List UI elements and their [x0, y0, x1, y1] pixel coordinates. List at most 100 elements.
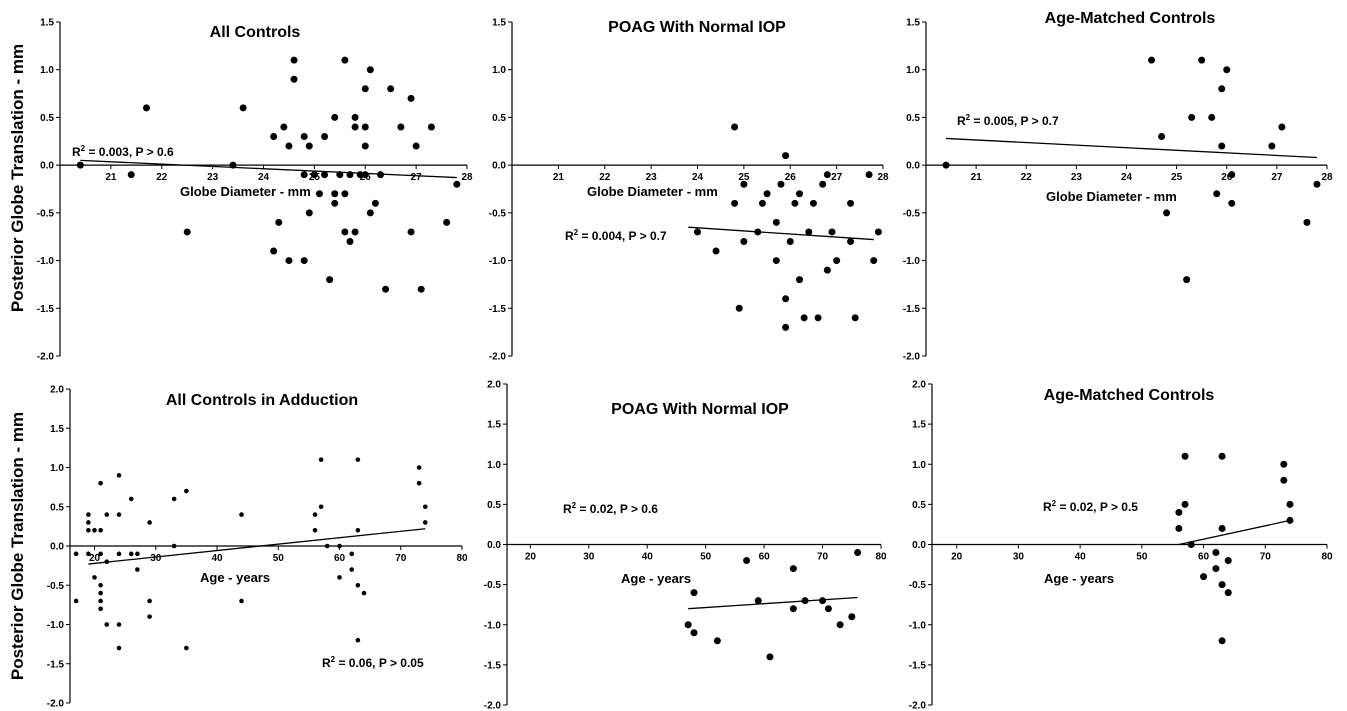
data-point: [135, 567, 140, 572]
x-tick-label: 30: [1013, 552, 1025, 563]
data-point: [874, 228, 882, 236]
x-tick-label: 30: [150, 553, 162, 564]
data-point: [366, 209, 374, 217]
x-tick-label: 26: [785, 172, 797, 183]
x-tick-label: 23: [207, 172, 219, 183]
data-point: [361, 85, 369, 93]
data-point: [1175, 508, 1183, 516]
data-point: [754, 228, 762, 236]
data-point: [1212, 565, 1220, 573]
data-point: [135, 551, 140, 557]
data-point: [341, 228, 349, 236]
y-tick-label: -2.0: [37, 352, 55, 363]
x-tick-label: 40: [211, 553, 223, 564]
data-point: [1280, 476, 1288, 484]
regression-line: [80, 159, 457, 179]
data-point: [86, 551, 91, 557]
data-point: [1218, 581, 1226, 589]
x-axis-label: Globe Diameter - mm: [587, 184, 718, 199]
data-point: [321, 133, 329, 141]
data-point: [104, 622, 110, 627]
x-tick-label: 50: [273, 553, 285, 564]
data-point: [740, 237, 748, 245]
data-point: [147, 614, 152, 619]
r-squared-annotation: R2 = 0.004, P > 0.7: [565, 228, 667, 243]
y-tick-label: -1.0: [47, 620, 65, 631]
y-tick-label: -2.0: [909, 701, 927, 711]
data-point: [171, 543, 177, 549]
data-point: [854, 549, 862, 557]
x-tick-label: 24: [258, 172, 270, 183]
y-tick-label: -1.0: [903, 256, 921, 267]
data-point: [407, 228, 415, 236]
panel-6: 2.0 1.5 1.0 0.5 0.0 -0.5 -1.0 -1.5 -2.0 20 30 40 50 6…: [909, 380, 1333, 711]
x-tick-label: 50: [700, 552, 712, 563]
data-point: [270, 247, 278, 255]
data-point: [870, 257, 878, 265]
data-point: [142, 104, 150, 112]
data-point: [1213, 190, 1221, 198]
data-point: [1268, 142, 1276, 150]
data-point: [290, 75, 298, 83]
data-point: [1148, 56, 1156, 64]
y-tick-label: 0.0: [912, 540, 926, 551]
data-point: [809, 199, 817, 207]
data-point: [1200, 573, 1208, 581]
data-point: [312, 512, 318, 517]
data-point: [754, 597, 762, 605]
x-tick-label: 60: [334, 553, 346, 564]
x-tick-label: 28: [877, 172, 889, 183]
x-tick-label: 22: [156, 172, 168, 183]
data-point: [116, 645, 122, 651]
data-point: [942, 161, 950, 169]
data-point: [791, 199, 799, 207]
data-point: [290, 56, 298, 64]
r-squared-annotation: R2 = 0.06, P > 0.05: [322, 655, 424, 670]
x-axis-label: Age - years: [621, 571, 691, 586]
data-point: [104, 512, 110, 517]
y-tick-label: 0.5: [492, 113, 506, 124]
y-tick-label: 1.5: [487, 420, 501, 431]
data-point: [422, 504, 428, 510]
data-point: [147, 598, 152, 604]
x-tick-label: 80: [456, 553, 468, 564]
regression-line: [88, 528, 426, 565]
data-point: [98, 606, 103, 612]
data-point: [239, 598, 244, 604]
data-point: [713, 637, 721, 645]
data-point: [847, 237, 855, 245]
data-point: [848, 613, 856, 621]
y-tick-label: 0.5: [487, 500, 501, 511]
x-tick-label: 20: [525, 552, 537, 563]
data-point: [361, 123, 369, 131]
data-point: [239, 512, 244, 517]
data-point: [1218, 524, 1226, 532]
data-point: [356, 171, 364, 179]
data-point: [371, 199, 379, 207]
data-point: [337, 575, 342, 580]
y-tick-label: -0.5: [37, 208, 55, 219]
data-point: [147, 520, 152, 525]
y-tick-label: 2.0: [912, 380, 926, 391]
regression-line: [688, 596, 858, 610]
x-tick-label: 80: [1321, 552, 1333, 563]
x-tick-label: 22: [599, 172, 611, 183]
data-point: [341, 56, 349, 64]
data-point: [116, 551, 122, 557]
data-point: [331, 199, 339, 207]
data-point: [127, 171, 135, 179]
r-squared-annotation: R2 = 0.02, P > 0.5: [1043, 499, 1138, 514]
data-point: [104, 559, 110, 564]
data-point: [824, 605, 832, 613]
data-point: [1181, 452, 1189, 460]
data-point: [1224, 589, 1232, 597]
panel-title: Age-Matched Controls: [1044, 387, 1215, 404]
panel-5: 2.0 1.5 1.0 0.5 0.0 -0.5 -1.0 -1.5 -2.0 20 30 40 50 6…: [484, 380, 887, 711]
data-point: [270, 133, 278, 141]
data-point: [355, 637, 361, 643]
data-point: [1228, 171, 1236, 179]
data-point: [305, 142, 313, 150]
data-point: [361, 590, 367, 596]
data-point: [331, 113, 339, 121]
data-point: [86, 512, 91, 517]
